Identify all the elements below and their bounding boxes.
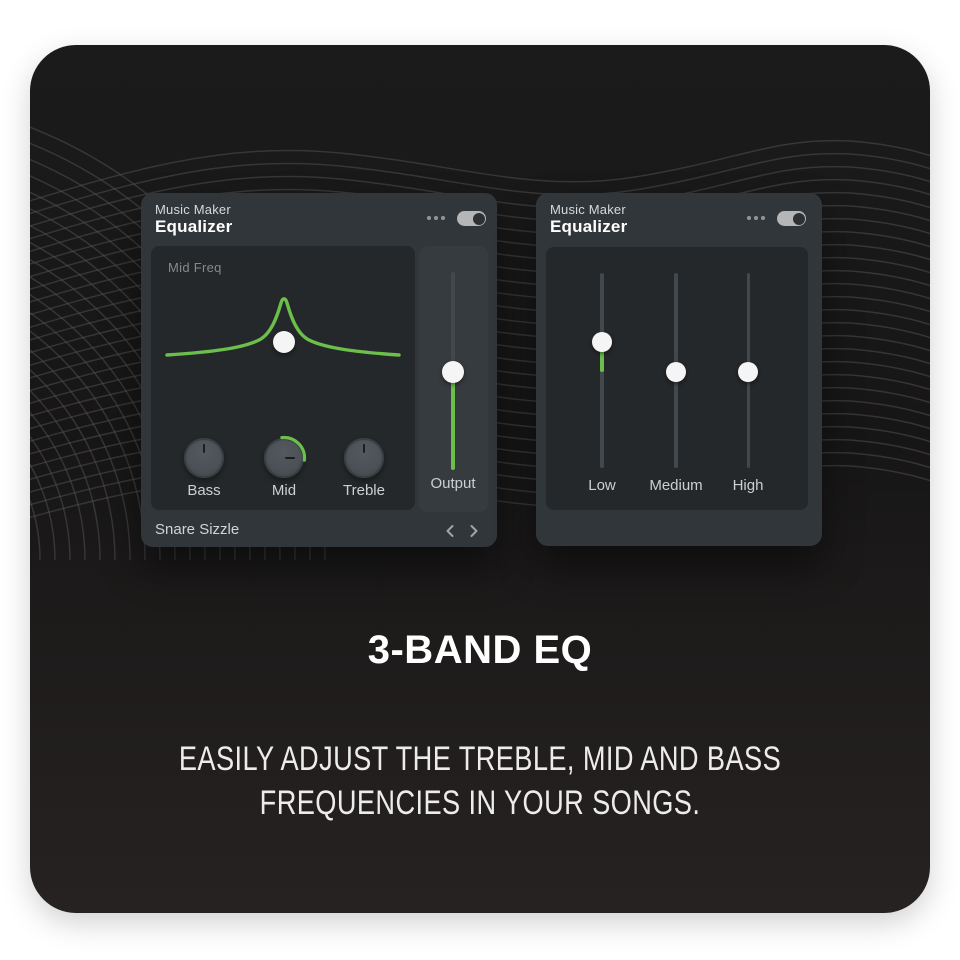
mid-knob-label: Mid [271, 482, 297, 499]
chevron-left-icon[interactable] [444, 524, 456, 538]
bass-knob[interactable] [184, 438, 224, 478]
power-toggle[interactable] [777, 211, 806, 226]
bass-knob-label: Bass [187, 482, 221, 499]
subtitle-line-2: FREQUENCIES IN YOUR SONGS. [259, 784, 701, 822]
low-slider-handle[interactable] [591, 332, 612, 352]
output-label: Output [430, 475, 476, 492]
ellipsis-menu-icon[interactable] [427, 215, 446, 221]
medium-slider-handle[interactable] [665, 362, 686, 382]
band-sliders-screen: Low Medium High [546, 247, 808, 510]
low-slider-label: Low [588, 477, 616, 494]
screen-label: Mid Freq [168, 260, 222, 275]
eq-curve [165, 297, 401, 357]
chevron-right-icon[interactable] [468, 524, 480, 538]
equalizer-panel-bands: Music Maker Equalizer Low Medium [536, 193, 822, 546]
high-slider-label: High [732, 477, 764, 494]
eq-curve-screen: Mid Freq Bass Mid [151, 246, 415, 510]
subtitle-line-1: EASILY ADJUST THE TREBLE, MID AND BASS [178, 740, 782, 778]
app-name: Music Maker [155, 202, 231, 217]
plugin-title: Equalizer [155, 217, 233, 236]
low-slider-fill [599, 351, 604, 372]
output-slider-handle[interactable] [442, 361, 464, 383]
subtitle: EASILY ADJUST THE TREBLE, MID AND BASS F… [120, 737, 840, 825]
toggle-knob [472, 212, 485, 225]
toggle-knob [792, 212, 805, 225]
app-name: Music Maker [550, 202, 626, 217]
output-slider-fill [450, 372, 456, 470]
power-toggle[interactable] [457, 211, 486, 226]
equalizer-panel-main: Music Maker Equalizer Mid Freq Bass [141, 193, 497, 547]
preset-name: Snare Sizzle [155, 521, 240, 538]
treble-knob[interactable] [344, 438, 384, 478]
headline: 3-BAND EQ [367, 628, 593, 672]
plugin-title: Equalizer [550, 217, 628, 236]
dark-card: Music Maker Equalizer Mid Freq Bass [30, 45, 930, 913]
treble-knob-label: Treble [343, 482, 385, 499]
output-slider-column: Output [419, 246, 488, 512]
high-slider-handle[interactable] [738, 362, 759, 382]
medium-slider-label: Medium [649, 477, 703, 494]
eq-curve-handle[interactable] [273, 331, 295, 353]
mid-knob[interactable] [264, 438, 304, 478]
ellipsis-menu-icon[interactable] [747, 215, 766, 221]
